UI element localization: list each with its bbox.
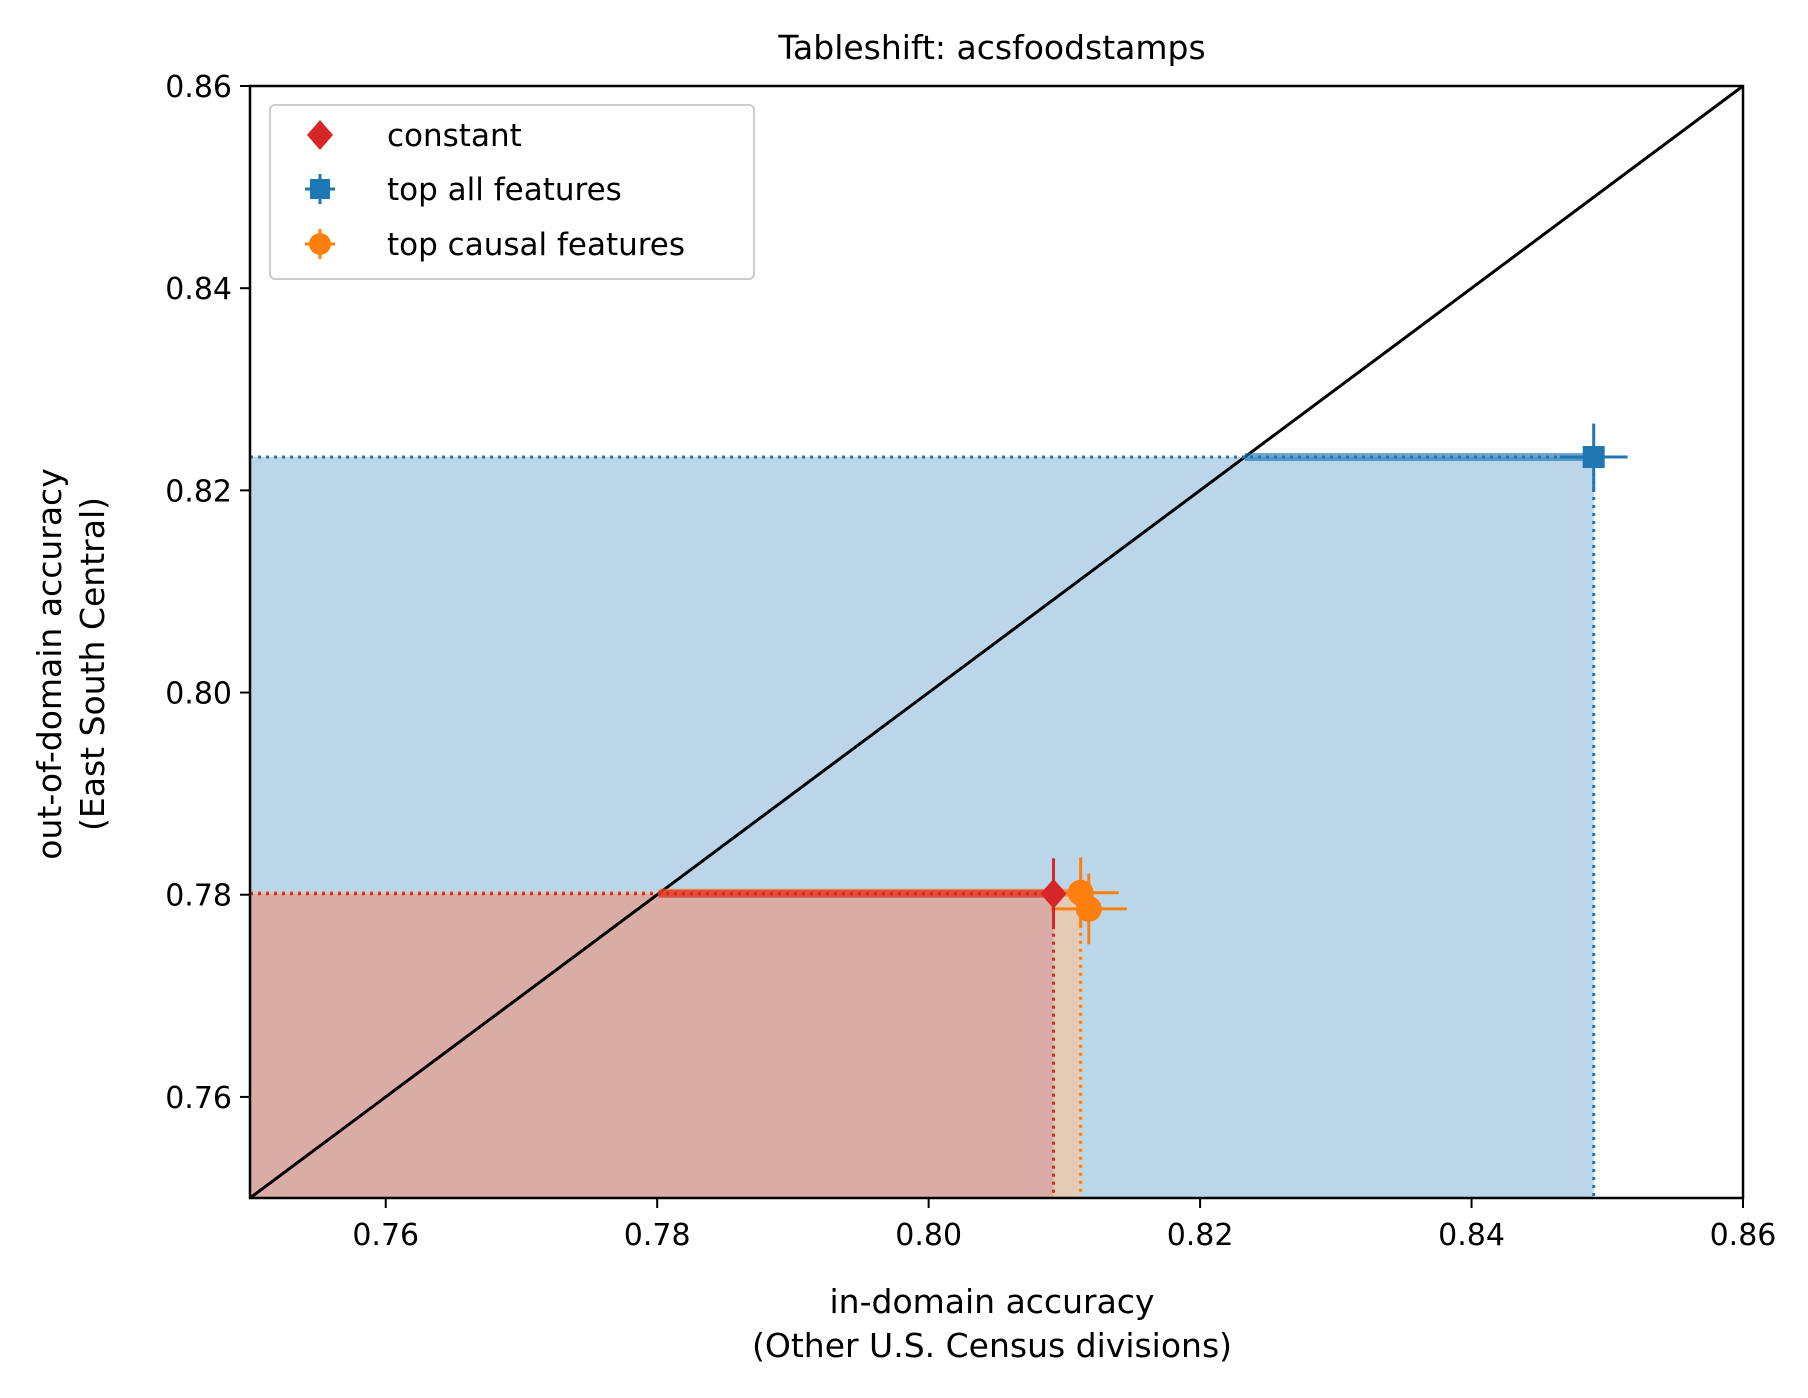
- data-point: [1075, 895, 1102, 922]
- diamond-icon: [307, 120, 333, 150]
- y-tick-label: 0.76: [165, 1081, 232, 1116]
- x-axis-title-line2: (Other U.S. Census divisions): [752, 1326, 1232, 1365]
- y-axis-title-line2: (East South Central): [73, 497, 112, 831]
- x-tick-label: 0.78: [624, 1218, 691, 1253]
- data-point: [1582, 446, 1605, 469]
- x-axis-title-line1: in-domain accuracy: [830, 1282, 1155, 1321]
- legend-item-top-causal-features: top causal features: [305, 227, 685, 263]
- circle-icon: [309, 233, 331, 255]
- gap-bar: [658, 889, 1054, 898]
- plot-frame: [248, 84, 1745, 1200]
- y-tick-label: 0.78: [165, 879, 232, 914]
- y-axis-title-line1: out-of-domain accuracy: [30, 468, 69, 859]
- legend-label-top-causal-features: top causal features: [387, 227, 685, 263]
- legend-label-top-all-features: top all features: [387, 172, 622, 208]
- y-tick-label: 0.86: [165, 70, 232, 105]
- legend: constant top all features top causal fea…: [269, 104, 755, 280]
- shaded-region: [250, 893, 1054, 1198]
- chart-title: Tableshift: acsfoodstamps: [777, 28, 1205, 67]
- legend-box: [269, 104, 755, 280]
- x-tick-label: 0.86: [1710, 1218, 1777, 1253]
- diagonal-line: [249, 84, 1744, 1200]
- y-tick-label: 0.80: [165, 677, 232, 712]
- legend-item-top-all-features: top all features: [305, 172, 622, 208]
- y-tick-label: 0.84: [165, 272, 232, 307]
- y-tick-label: 0.82: [165, 474, 232, 509]
- y-axis: 0.76 0.78 0.80 0.82 0.84 0.86: [165, 70, 250, 1116]
- data-point: [1040, 878, 1067, 909]
- x-tick-label: 0.82: [1167, 1218, 1234, 1253]
- x-axis: 0.76 0.78 0.80 0.82 0.84 0.86: [352, 1198, 1776, 1253]
- plot-area: [248, 84, 1745, 1200]
- x-tick-label: 0.84: [1438, 1218, 1505, 1253]
- legend-label-constant: constant: [387, 118, 522, 154]
- x-tick-label: 0.80: [895, 1218, 962, 1253]
- square-icon: [310, 179, 330, 199]
- x-tick-label: 0.76: [352, 1218, 419, 1253]
- legend-item-constant: constant: [307, 118, 522, 154]
